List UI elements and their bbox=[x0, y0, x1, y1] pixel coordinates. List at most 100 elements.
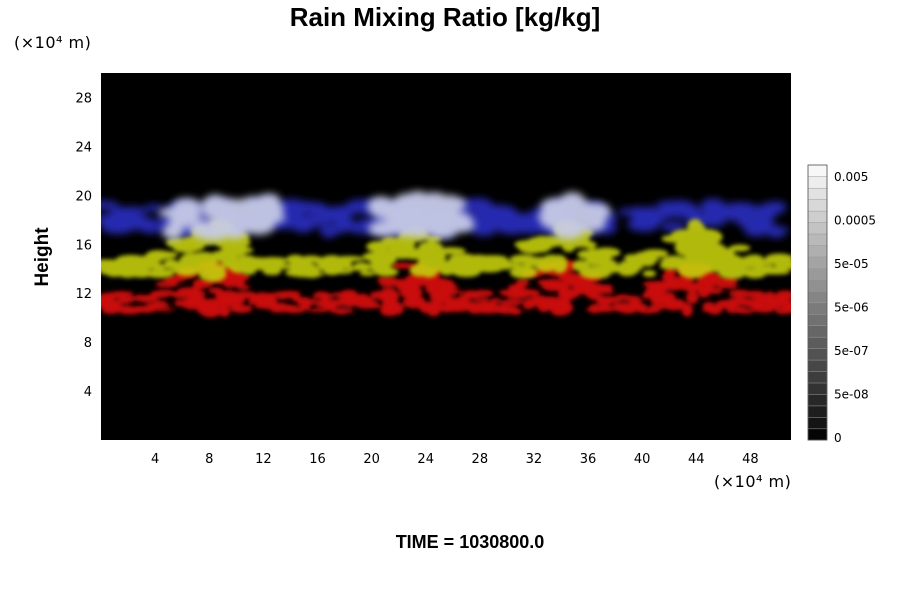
colorbar: 0 5e-08 5e-07 5e-06 5e-05 0.0005 0.005 bbox=[807, 164, 876, 445]
cloud-blob bbox=[509, 266, 538, 279]
cloud-blob bbox=[260, 305, 276, 310]
cloud-blob bbox=[115, 254, 147, 265]
colorbar-swatch bbox=[807, 267, 828, 281]
colorbar-label: 5e-08 bbox=[834, 388, 869, 402]
cloud-blob bbox=[138, 307, 155, 313]
colorbar-swatch bbox=[807, 256, 828, 269]
colorbar-swatch bbox=[807, 176, 828, 189]
cloud-blob bbox=[356, 293, 369, 298]
cloud-blob bbox=[229, 304, 253, 313]
cloud-blob bbox=[362, 255, 379, 261]
cloud-blob bbox=[718, 266, 747, 280]
cloud-blob bbox=[465, 290, 477, 295]
y-tick-label: 8 bbox=[84, 336, 92, 351]
colorbar-swatch bbox=[807, 393, 828, 407]
colorbar-frame bbox=[807, 164, 828, 441]
cloud-blob bbox=[392, 193, 425, 213]
cloud-blob bbox=[744, 299, 762, 305]
cloud-blob bbox=[682, 255, 698, 266]
cloud-blob bbox=[677, 261, 708, 279]
cloud-blob bbox=[167, 274, 187, 283]
cloud-blob bbox=[425, 284, 439, 294]
cloud-blob bbox=[694, 285, 715, 292]
cloud-blob bbox=[319, 225, 352, 234]
x-tick-label: 24 bbox=[417, 452, 434, 467]
cloud-blob bbox=[406, 213, 432, 229]
cloud-blob bbox=[355, 302, 379, 309]
cloud-blob bbox=[315, 266, 344, 272]
cloud-blob bbox=[115, 267, 139, 277]
cloud-blob bbox=[704, 259, 730, 270]
colorbar-swatch bbox=[807, 371, 828, 384]
cloud-blob bbox=[617, 207, 650, 216]
cloud-blob bbox=[688, 222, 706, 237]
cloud-blob bbox=[103, 217, 133, 228]
cloud-blob bbox=[307, 308, 329, 313]
cloud-blob bbox=[720, 248, 735, 259]
cloud-blob bbox=[469, 256, 491, 262]
cloud-blob bbox=[426, 217, 461, 235]
cloud-blob bbox=[775, 308, 791, 315]
cloud-blob bbox=[101, 300, 115, 306]
colorbar-swatch bbox=[807, 348, 828, 361]
cloud-blob bbox=[623, 254, 643, 262]
cloud-blob bbox=[147, 251, 179, 259]
cloud-blob bbox=[299, 304, 311, 311]
cloud-blob bbox=[552, 219, 585, 240]
cloud-blob bbox=[628, 304, 644, 312]
colorbar-swatch bbox=[807, 222, 828, 235]
colorbar-swatch bbox=[807, 199, 828, 212]
colorbar-label: 5e-06 bbox=[834, 301, 869, 315]
cloud-blob bbox=[188, 286, 201, 297]
cloud-blob bbox=[107, 306, 120, 314]
cloud-blob bbox=[240, 265, 257, 275]
cloud-blob bbox=[729, 244, 751, 252]
cloud-blob bbox=[686, 290, 699, 304]
cloud-blob bbox=[588, 251, 612, 264]
cloud-blob bbox=[774, 260, 791, 270]
cloud-blob bbox=[707, 305, 723, 315]
x-tick-label: 40 bbox=[634, 452, 651, 467]
cloud-blob bbox=[168, 216, 192, 229]
colorbar-swatch bbox=[807, 302, 828, 315]
y-tick-label: 12 bbox=[75, 287, 92, 302]
x-tick-label: 8 bbox=[205, 452, 213, 467]
cloud-blob bbox=[555, 197, 590, 211]
cloud-blob bbox=[715, 299, 740, 309]
cloud-blob bbox=[257, 193, 281, 207]
cloud-blob bbox=[715, 282, 738, 289]
cloud-blob bbox=[145, 269, 175, 279]
cloud-blob bbox=[197, 221, 232, 241]
cloud-blob bbox=[473, 303, 497, 309]
cloud-blob bbox=[312, 257, 332, 265]
cloud-blob bbox=[176, 245, 198, 253]
colorbar-label: 0.005 bbox=[834, 170, 868, 184]
cloud-blob bbox=[260, 300, 273, 305]
cloud-blob bbox=[276, 295, 289, 300]
cloud-blob bbox=[216, 215, 239, 226]
cloud-blob bbox=[526, 298, 549, 306]
cloud-blob bbox=[582, 241, 597, 249]
cloud-blob bbox=[317, 212, 337, 224]
cloud-top-layer bbox=[158, 191, 611, 241]
cloud-blob bbox=[589, 294, 605, 301]
colorbar-label: 0.0005 bbox=[834, 214, 876, 228]
cloud-blob bbox=[366, 241, 391, 253]
y-tick-label: 24 bbox=[75, 140, 92, 155]
cloud-blob bbox=[781, 304, 791, 310]
y-tick-label: 4 bbox=[84, 385, 92, 400]
cloud-blob bbox=[101, 297, 116, 302]
cloud-blob bbox=[627, 217, 660, 232]
cloud-blob bbox=[664, 266, 676, 278]
cloud-blob bbox=[467, 294, 485, 298]
cloud-blob bbox=[101, 200, 119, 210]
cloud-blob bbox=[466, 213, 501, 223]
cloud-blob bbox=[434, 279, 455, 286]
cloud-blob bbox=[475, 309, 500, 314]
cloud-blob bbox=[684, 212, 708, 221]
cloud-blob bbox=[174, 300, 187, 307]
cloud-blob bbox=[111, 206, 151, 215]
cloud-blob bbox=[728, 289, 751, 298]
cloud-blob bbox=[509, 254, 537, 264]
cloud-blob bbox=[147, 302, 170, 308]
